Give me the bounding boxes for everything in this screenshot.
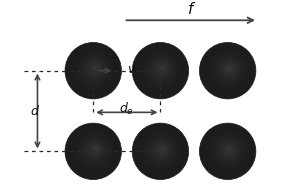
Circle shape xyxy=(69,127,118,175)
Circle shape xyxy=(149,137,174,163)
Circle shape xyxy=(77,53,111,87)
Circle shape xyxy=(146,135,176,165)
Circle shape xyxy=(214,135,244,165)
Circle shape xyxy=(69,46,118,94)
Circle shape xyxy=(209,50,248,90)
Circle shape xyxy=(84,139,105,160)
Circle shape xyxy=(65,43,121,99)
Circle shape xyxy=(87,142,103,158)
Circle shape xyxy=(144,53,178,87)
Circle shape xyxy=(65,123,121,180)
Circle shape xyxy=(228,148,231,151)
Circle shape xyxy=(199,43,256,99)
Circle shape xyxy=(142,131,181,170)
Circle shape xyxy=(226,65,233,72)
Circle shape xyxy=(223,144,235,156)
Circle shape xyxy=(154,142,170,158)
Circle shape xyxy=(137,127,185,175)
Circle shape xyxy=(156,144,168,156)
Text: $d_e$: $d_e$ xyxy=(119,101,134,117)
Circle shape xyxy=(226,146,233,153)
Circle shape xyxy=(209,131,248,170)
Circle shape xyxy=(199,123,256,180)
Circle shape xyxy=(67,125,120,177)
Circle shape xyxy=(89,63,101,75)
Circle shape xyxy=(216,137,242,163)
Circle shape xyxy=(201,44,254,97)
Circle shape xyxy=(67,44,120,97)
Circle shape xyxy=(87,61,103,77)
Circle shape xyxy=(228,67,231,70)
Circle shape xyxy=(82,57,107,82)
Circle shape xyxy=(94,148,97,151)
Circle shape xyxy=(72,129,116,173)
Circle shape xyxy=(84,59,105,80)
Circle shape xyxy=(159,65,166,72)
Circle shape xyxy=(214,55,244,85)
Circle shape xyxy=(134,125,187,177)
Circle shape xyxy=(146,55,176,85)
Circle shape xyxy=(139,48,183,92)
Circle shape xyxy=(204,127,252,175)
Circle shape xyxy=(211,133,246,168)
Circle shape xyxy=(79,55,109,85)
Circle shape xyxy=(156,63,168,75)
Circle shape xyxy=(82,137,107,163)
Circle shape xyxy=(149,57,174,82)
Text: f: f xyxy=(188,2,193,17)
Circle shape xyxy=(74,50,113,90)
Circle shape xyxy=(221,142,238,158)
Circle shape xyxy=(221,61,238,77)
Circle shape xyxy=(151,139,172,160)
Circle shape xyxy=(89,144,101,156)
Circle shape xyxy=(216,57,242,82)
Text: d: d xyxy=(31,105,39,118)
Circle shape xyxy=(144,133,178,168)
Circle shape xyxy=(137,46,185,94)
Circle shape xyxy=(79,135,109,165)
Circle shape xyxy=(91,65,99,72)
Circle shape xyxy=(201,125,254,177)
Circle shape xyxy=(154,61,170,77)
Circle shape xyxy=(72,48,116,92)
Circle shape xyxy=(134,44,187,97)
Circle shape xyxy=(91,146,99,153)
Circle shape xyxy=(132,43,189,99)
Circle shape xyxy=(151,59,172,80)
Circle shape xyxy=(219,59,240,80)
Circle shape xyxy=(77,133,111,168)
Circle shape xyxy=(223,63,235,75)
Text: v: v xyxy=(127,63,134,76)
Circle shape xyxy=(161,148,164,151)
Circle shape xyxy=(206,48,250,92)
Circle shape xyxy=(139,129,183,173)
Circle shape xyxy=(94,67,97,70)
Circle shape xyxy=(204,46,252,94)
Circle shape xyxy=(206,129,250,173)
Circle shape xyxy=(219,139,240,160)
Circle shape xyxy=(159,146,166,153)
Circle shape xyxy=(161,67,164,70)
Circle shape xyxy=(211,53,246,87)
Circle shape xyxy=(142,50,181,90)
Circle shape xyxy=(132,123,189,180)
Circle shape xyxy=(74,131,113,170)
